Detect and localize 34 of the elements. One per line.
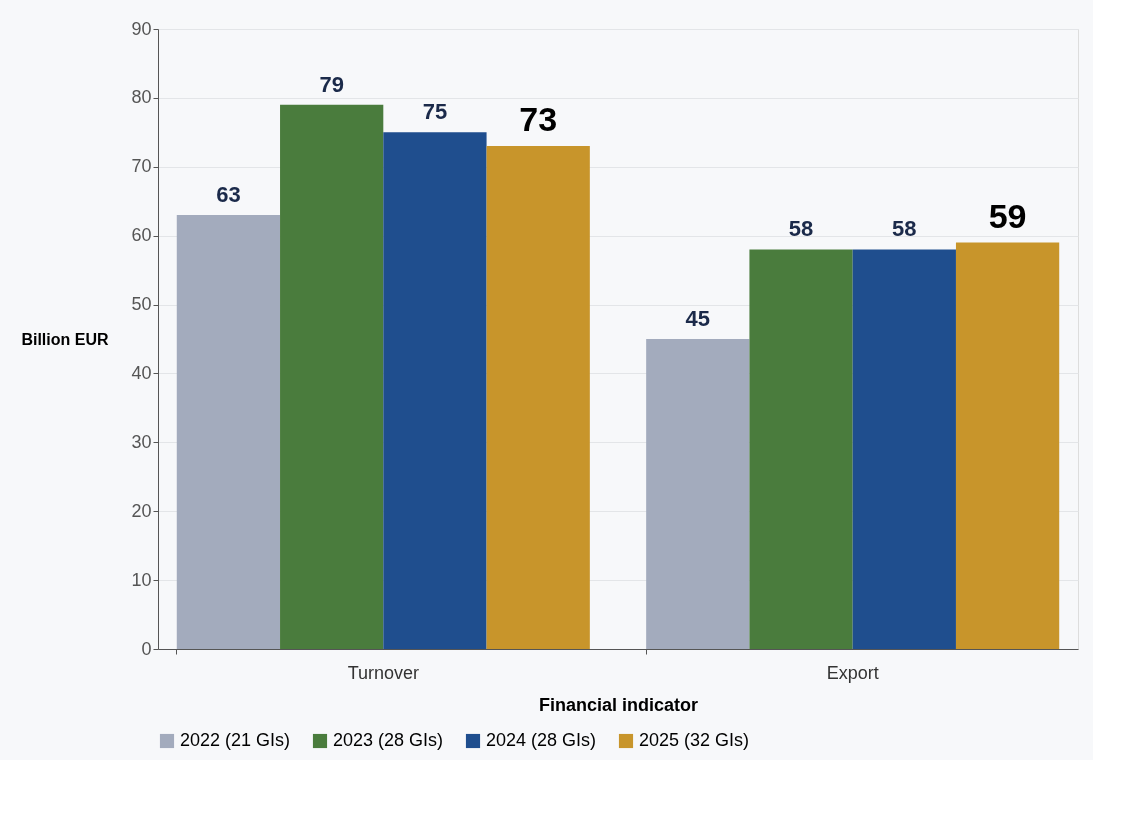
bar xyxy=(955,242,1060,649)
data-label: 75 xyxy=(422,99,448,125)
y-tick-label: 60 xyxy=(131,225,152,246)
x-tick-label: Turnover xyxy=(347,662,419,683)
x-axis-title: Financial indicator xyxy=(538,694,699,715)
legend-label: 2024 (28 GIs) xyxy=(486,730,597,750)
data-label: 63 xyxy=(216,182,241,207)
legend-label: 2025 (32 GIs) xyxy=(639,730,750,750)
data-label: 58 xyxy=(892,216,917,242)
y-tick-label: 70 xyxy=(131,156,152,177)
y-tick-label: 30 xyxy=(131,431,152,452)
data-label: 73 xyxy=(519,100,558,139)
bar xyxy=(383,132,487,649)
bar xyxy=(486,146,590,649)
data-label: 45 xyxy=(685,306,711,331)
legend-label: 2023 (28 GIs) xyxy=(333,730,444,750)
bar xyxy=(280,104,384,649)
bar xyxy=(646,339,750,649)
x-tick-label: Export xyxy=(826,662,879,683)
y-tick-label: 0 xyxy=(141,638,152,659)
data-label: 79 xyxy=(319,71,344,97)
y-tick-label: 50 xyxy=(131,294,152,315)
bar xyxy=(852,249,956,649)
y-tick-label: 90 xyxy=(131,18,152,39)
y-tick-label: 40 xyxy=(131,362,152,383)
y-axis-title: Billion EUR xyxy=(21,330,109,348)
bar xyxy=(176,215,281,649)
bar xyxy=(749,249,853,649)
legend-label: 2022 (21 GIs) xyxy=(180,730,291,750)
y-tick-label: 20 xyxy=(131,500,152,521)
data-label: 59 xyxy=(988,196,1027,235)
y-tick-label: 80 xyxy=(131,87,152,108)
data-label: 58 xyxy=(788,216,814,242)
y-tick-label: 10 xyxy=(131,569,152,590)
